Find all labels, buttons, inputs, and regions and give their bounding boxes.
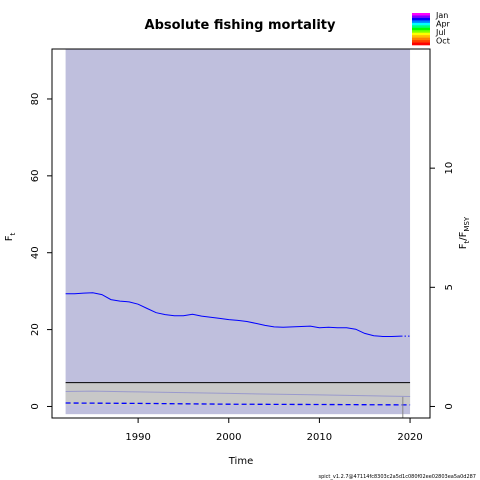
season-swatch-10 [412, 37, 430, 41]
f-ci-band [65, 49, 411, 415]
series-line-3 [65, 390, 411, 397]
plot-area [65, 49, 411, 418]
series-line-0 [65, 292, 402, 337]
y-left-label-sub: t [9, 232, 17, 235]
series-line-2 [65, 402, 411, 406]
y-left-tick-label-3: 60 [30, 169, 41, 182]
x-axis: 1990 2000 2010 2020 [125, 418, 423, 443]
season-swatch-3 [412, 20, 430, 24]
footer-version: spict_v1.2.7@47114fc8303c2a5d1c080f02ee0… [319, 474, 477, 480]
season-swatch-6 [412, 27, 430, 31]
x-tick-label-2: 2010 [307, 432, 332, 443]
y-left-tick-label-1: 20 [30, 323, 41, 336]
y-right-label-main: F [458, 243, 469, 249]
season-swatch-5 [412, 25, 430, 29]
season-swatch-0 [412, 13, 430, 16]
season-swatch-9 [412, 35, 430, 38]
season-swatch-7 [412, 30, 430, 33]
x-axis-label: Time [228, 456, 253, 467]
y-left-label-main: F [4, 235, 15, 241]
svg-text:Ft: Ft [4, 232, 17, 241]
season-swatch-4 [412, 22, 430, 26]
season-label-3: Oct [436, 37, 450, 46]
season-label-2: Jul [435, 28, 446, 37]
x-tick-label-0: 1990 [125, 432, 150, 443]
season-label-0: Jan [435, 11, 448, 20]
season-swatch-8 [412, 32, 430, 36]
svg-text:Ft/FMSY: Ft/FMSY [458, 216, 471, 249]
y-right-label-sub1: t [463, 240, 471, 243]
y-axis-right-label: Ft/FMSY [458, 216, 471, 249]
season-swatch-1 [412, 15, 430, 19]
x-tick-label-3: 2020 [397, 432, 422, 443]
y-left-tick-label-4: 80 [30, 93, 41, 106]
chart-title: Absolute fishing mortality [145, 18, 336, 33]
plot-frame [51, 48, 431, 419]
y-axis-left: 0 20 40 60 80 [30, 93, 52, 410]
y-axis-right: 0 5 10 [430, 162, 455, 410]
season-swatch-2 [412, 17, 430, 21]
season-label-1: Apr [436, 20, 451, 29]
season-swatch-11 [412, 40, 430, 43]
y-right-label-sep: /F [458, 231, 469, 240]
y-right-label-sub2: MSY [463, 216, 471, 231]
y-right-tick-label-1: 5 [444, 284, 455, 290]
y-axis-left-label: Ft [4, 232, 17, 241]
x-tick-label-1: 2000 [216, 432, 241, 443]
y-left-tick-label-0: 0 [30, 403, 41, 409]
y-right-tick-label-0: 0 [444, 403, 455, 409]
y-left-tick-label-2: 40 [30, 246, 41, 259]
y-right-tick-label-2: 10 [444, 162, 455, 175]
season-swatch-12 [412, 42, 430, 46]
